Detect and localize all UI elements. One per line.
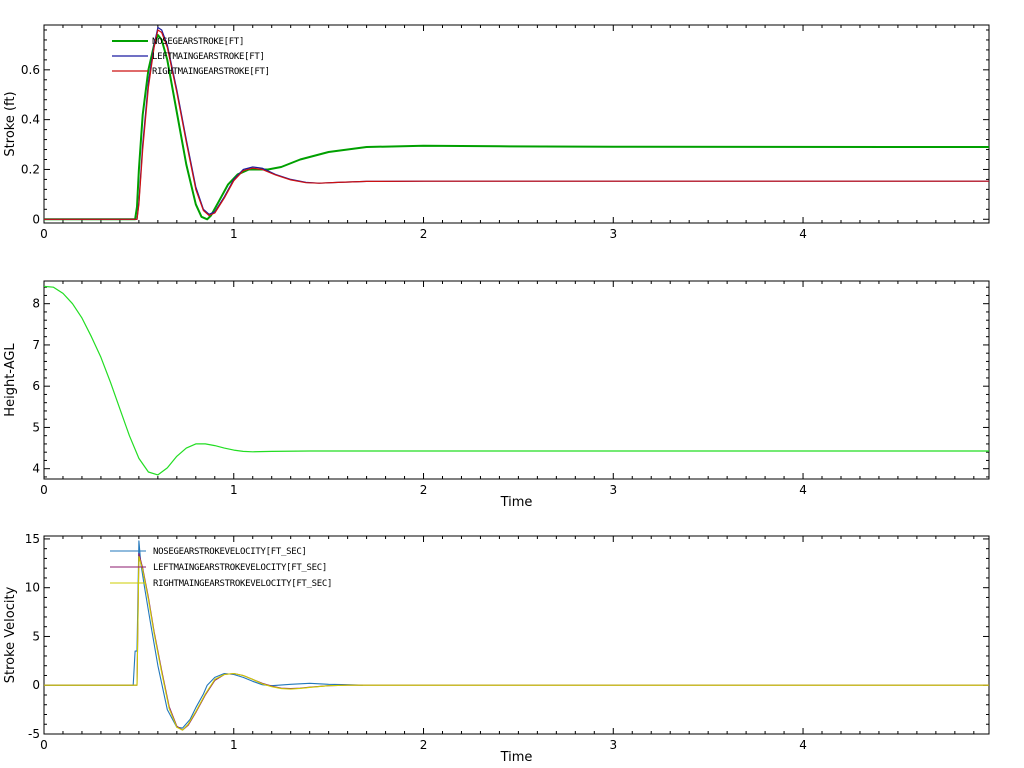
x-tick-label: 3: [609, 227, 617, 241]
y-tick-label: 0.2: [21, 162, 40, 176]
x-tick-label: 1: [230, 483, 238, 497]
series-line-3: [44, 555, 989, 731]
series-group: [44, 540, 989, 731]
legend-label: NOSEGEARSTROKEVELOCITY[FT_SEC]: [153, 547, 307, 557]
y-tick-label: 15: [25, 532, 40, 546]
y-tick-label: 6: [32, 379, 40, 393]
y-axis-label: Stroke (ft): [3, 91, 18, 156]
y-tick-label: 5: [32, 420, 40, 434]
x-axis-label: Time: [500, 495, 533, 510]
y-axis-label: Stroke Velocity: [3, 586, 18, 683]
x-tick-label: 0: [40, 738, 48, 752]
x-tick-label: 2: [420, 227, 428, 241]
plot-frame: [43, 280, 990, 480]
x-tick-label: 2: [420, 738, 428, 752]
legend-label: RIGHTMAINGEARSTROKEVELOCITY[FT_SEC]: [153, 579, 332, 589]
y-tick-label: 8: [32, 297, 40, 311]
x-tick-label: 0: [40, 227, 48, 241]
y-tick-label: 4: [32, 462, 40, 476]
y-tick-label: 7: [32, 338, 40, 352]
series-group: [44, 26, 989, 221]
x-tick-label: 4: [799, 483, 807, 497]
x-tick-label: 4: [799, 738, 807, 752]
chart-panel-2: 0 1 2 3 4 4 5 6 7 8 Height-AGL Time: [3, 280, 990, 510]
y-tick-label: 5: [32, 629, 40, 643]
x-tick-label: 1: [230, 227, 238, 241]
series-line-3: [44, 29, 989, 220]
x-tick-label: 3: [609, 738, 617, 752]
y-tick-label: 0.6: [21, 63, 40, 77]
series-line-1: [44, 285, 989, 476]
x-tick-label: 0: [40, 483, 48, 497]
series-group: [44, 285, 989, 476]
series-line-1: [44, 540, 363, 729]
y-axis-label: Height-AGL: [3, 343, 18, 417]
y-tick-label: 0.4: [21, 113, 40, 127]
legend-label: LEFTMAINGEARSTROKEVELOCITY[FT_SEC]: [153, 563, 327, 573]
legend-label: RIGHTMAINGEARSTROKE[FT]: [152, 67, 270, 77]
x-axis-label: Time: [500, 750, 533, 765]
x-tick-label: 3: [609, 483, 617, 497]
y-tick-label: 0: [32, 212, 40, 226]
plot-frame: [43, 24, 990, 224]
y-tick-label: -5: [28, 727, 40, 741]
series-line-1: [44, 34, 989, 221]
legend-label: LEFTMAINGEARSTROKE[FT]: [152, 52, 265, 62]
x-tick-label: 2: [420, 483, 428, 497]
legend-label: NOSEGEARSTROKE[FT]: [152, 37, 244, 47]
y-tick-label: 0: [32, 678, 40, 692]
x-tick-label: 1: [230, 738, 238, 752]
plot-frame: [43, 535, 990, 735]
y-tick-label: 10: [25, 581, 40, 595]
x-tick-label: 4: [799, 227, 807, 241]
